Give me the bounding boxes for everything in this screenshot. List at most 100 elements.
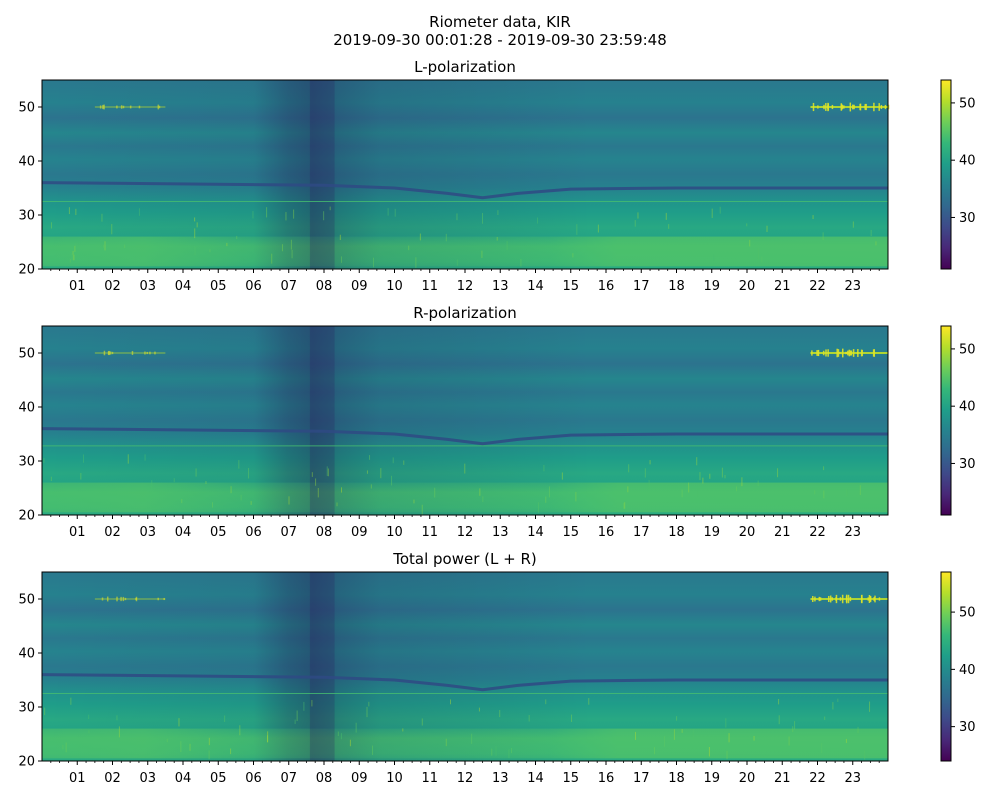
x-tick-label: 16 [598, 525, 615, 540]
x-tick-label: 17 [633, 525, 650, 540]
x-tick-label: 06 [245, 771, 262, 786]
panel-title: Total power (L + R) [392, 550, 537, 568]
y-tick-label: 30 [18, 455, 35, 470]
panel-3: Total power (L + R) 20 30 40 50 01 02 03 04 05 06 0… [18, 550, 975, 786]
x-tick-label: 19 [703, 771, 720, 786]
dip-curve [41, 427, 888, 446]
x-tick-label: 19 [703, 279, 720, 294]
x-tick-label: 21 [774, 279, 791, 294]
y-tick-label: 40 [18, 647, 35, 662]
y-tick-label: 40 [18, 155, 35, 170]
y-tick-label: 20 [18, 755, 35, 770]
x-tick-label: 16 [598, 771, 615, 786]
x-tick-label: 15 [562, 771, 579, 786]
spike-region [94, 596, 166, 602]
dip-curve [41, 181, 888, 200]
x-tick-label: 10 [386, 771, 403, 786]
y-tick-label: 40 [18, 401, 35, 416]
y-tick-label: 30 [18, 701, 35, 716]
speckle-streaks [44, 697, 871, 760]
x-tick-label: 02 [104, 525, 121, 540]
dip-curve [41, 673, 888, 692]
spike-region [810, 348, 888, 358]
x-tick-label: 09 [351, 771, 368, 786]
colorbar: 30 40 50 [940, 79, 976, 270]
x-tick-label: 02 [104, 279, 121, 294]
x-tick-label: 22 [809, 279, 826, 294]
colorbar: 30 40 50 [940, 571, 976, 762]
panel-2: R-polarization 20 30 40 50 01 02 03 04 05 06 07 08 09… [18, 304, 975, 540]
figure-subtitle: 2019-09-30 00:01:28 - 2019-09-30 23:59:4… [333, 31, 667, 49]
dark-vertical-band [309, 326, 335, 515]
x-tick-label: 21 [774, 771, 791, 786]
x-tick-label: 15 [562, 279, 579, 294]
x-tick-label: 23 [844, 525, 861, 540]
x-tick-label: 19 [703, 525, 720, 540]
x-tick-label: 11 [421, 525, 438, 540]
panel-title: L-polarization [414, 58, 516, 76]
colorbar-tick-label: 40 [959, 400, 976, 415]
x-tick-label: 05 [210, 771, 227, 786]
colorbar-tick-label: 50 [959, 342, 976, 357]
x-tick-label: 09 [351, 525, 368, 540]
x-tick-label: 13 [492, 771, 509, 786]
panel-1: L-polarization 20 30 40 50 01 02 03 04 05 06 07 08 09… [18, 58, 975, 294]
colorbar: 30 40 50 [940, 325, 976, 516]
x-tick-label: 18 [668, 771, 685, 786]
x-tick-label: 07 [280, 771, 297, 786]
bright-band [42, 482, 888, 513]
panel-title: R-polarization [413, 304, 516, 322]
dark-vertical-band [309, 80, 335, 269]
x-tick-label: 13 [492, 525, 509, 540]
x-tick-label: 01 [69, 279, 86, 294]
y-tick-label: 20 [18, 509, 35, 524]
x-tick-label: 13 [492, 279, 509, 294]
x-tick-label: 17 [633, 771, 650, 786]
colorbar-tick-label: 30 [959, 211, 976, 226]
x-tick-label: 05 [210, 279, 227, 294]
colorbar-tick-label: 30 [959, 720, 976, 735]
y-tick-label: 50 [18, 347, 35, 362]
x-tick-label: 09 [351, 279, 368, 294]
x-tick-label: 08 [316, 771, 333, 786]
x-tick-label: 03 [139, 525, 156, 540]
y-tick-label: 30 [18, 209, 35, 224]
y-tick-label: 20 [18, 263, 35, 278]
spike-region [94, 104, 166, 110]
x-tick-label: 07 [280, 279, 297, 294]
speckle-streaks [50, 206, 877, 268]
x-tick-label: 11 [421, 279, 438, 294]
spike-region [94, 350, 166, 356]
x-tick-label: 04 [175, 771, 192, 786]
x-tick-label: 20 [739, 771, 756, 786]
x-tick-label: 22 [809, 525, 826, 540]
x-tick-label: 06 [245, 525, 262, 540]
x-tick-label: 18 [668, 525, 685, 540]
x-tick-label: 06 [245, 279, 262, 294]
y-tick-label: 50 [18, 101, 35, 116]
x-tick-label: 05 [210, 525, 227, 540]
x-tick-label: 02 [104, 771, 121, 786]
x-tick-label: 21 [774, 525, 791, 540]
colorbar-tick-label: 40 [959, 663, 976, 678]
spike-region [810, 594, 888, 604]
x-tick-label: 12 [457, 525, 474, 540]
x-tick-label: 03 [139, 771, 156, 786]
x-tick-label: 23 [844, 279, 861, 294]
bright-band [42, 236, 888, 267]
x-tick-label: 14 [527, 279, 544, 294]
x-tick-label: 11 [421, 771, 438, 786]
x-tick-label: 07 [280, 525, 297, 540]
x-tick-label: 18 [668, 279, 685, 294]
colorbar-tick-label: 50 [959, 96, 976, 111]
x-tick-label: 01 [69, 525, 86, 540]
colorbar-tick-label: 50 [959, 606, 976, 621]
bright-band [42, 728, 888, 759]
x-tick-label: 17 [633, 279, 650, 294]
x-tick-label: 23 [844, 771, 861, 786]
x-tick-label: 14 [527, 771, 544, 786]
x-tick-label: 04 [175, 525, 192, 540]
x-tick-label: 20 [739, 279, 756, 294]
spike-region [810, 102, 890, 112]
